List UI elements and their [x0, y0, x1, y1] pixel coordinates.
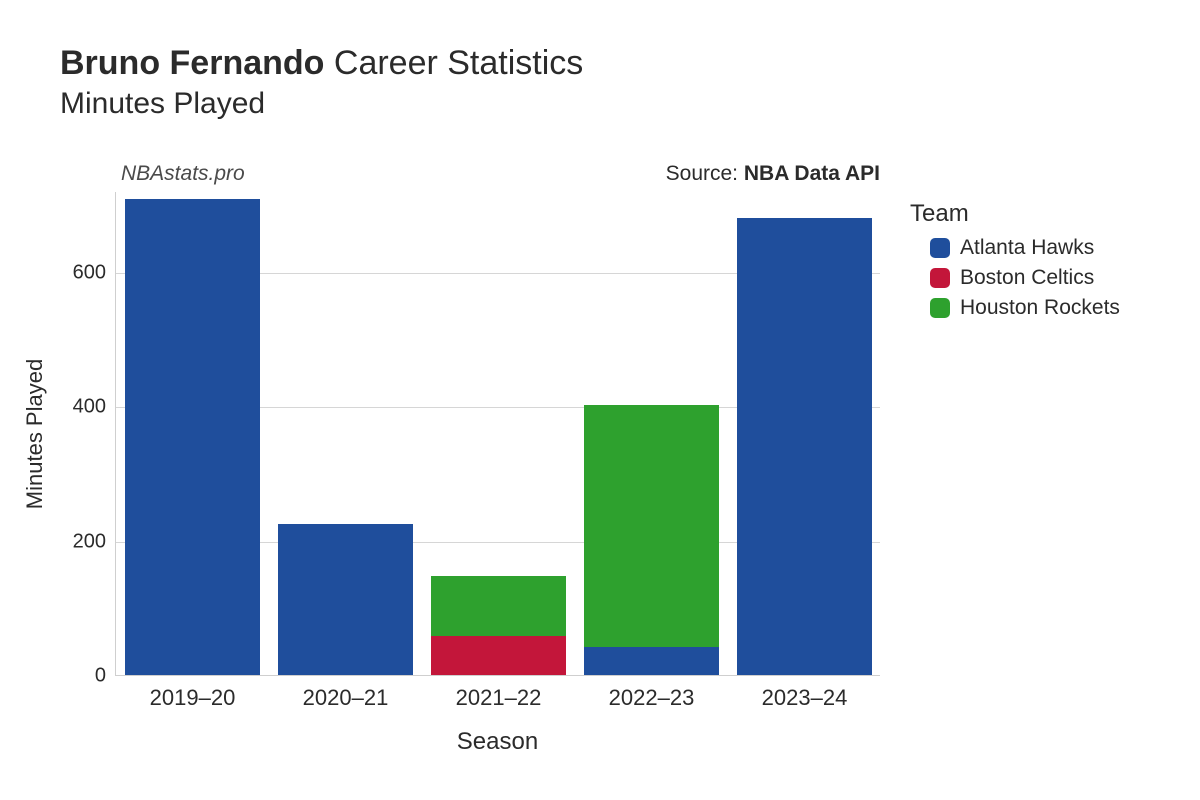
bar-segment	[431, 636, 566, 675]
legend: Team Atlanta Hawks Boston Celtics Houston …	[910, 200, 1120, 326]
legend-label: Boston Celtics	[960, 266, 1094, 290]
x-tick-label: 2021–22	[456, 675, 542, 711]
chart-frame: Bruno Fernando Career Statistics Minutes…	[0, 0, 1200, 800]
legend-item: Atlanta Hawks	[930, 236, 1120, 260]
y-tick-label: 400	[73, 396, 116, 419]
x-tick-label: 2022–23	[609, 675, 695, 711]
y-tick-label: 200	[73, 530, 116, 553]
legend-title: Team	[910, 200, 1120, 228]
title-block: Bruno Fernando Career Statistics Minutes…	[60, 44, 583, 121]
bar-segment	[278, 524, 413, 675]
chart-subtitle: Minutes Played	[60, 87, 583, 121]
legend-label: Atlanta Hawks	[960, 236, 1094, 260]
legend-item: Houston Rockets	[930, 296, 1120, 320]
legend-item: Boston Celtics	[930, 266, 1120, 290]
y-tick-label: 600	[73, 261, 116, 284]
plot-area: 02004006002019–202020–212021–222022–2320…	[115, 192, 880, 676]
bar-segment	[584, 405, 719, 647]
x-tick-label: 2023–24	[762, 675, 848, 711]
chart-title: Bruno Fernando Career Statistics	[60, 44, 583, 83]
x-axis-title: Season	[457, 728, 538, 756]
bar-segment	[737, 218, 872, 675]
legend-label: Houston Rockets	[960, 296, 1120, 320]
legend-swatch	[930, 238, 950, 258]
bar-segment	[431, 576, 566, 637]
legend-swatch	[930, 298, 950, 318]
credit-left: NBAstats.pro	[121, 162, 245, 186]
title-bold: Bruno Fernando	[60, 44, 324, 82]
source-name: NBA Data API	[744, 162, 880, 185]
source-prefix: Source:	[666, 162, 744, 185]
x-tick-label: 2019–20	[150, 675, 236, 711]
legend-swatch	[930, 268, 950, 288]
bar-segment	[584, 647, 719, 675]
y-axis-title: Minutes Played	[22, 359, 48, 509]
title-rest: Career Statistics	[324, 44, 583, 82]
y-tick-label: 0	[95, 665, 116, 688]
bar-segment	[125, 199, 260, 675]
x-tick-label: 2020–21	[303, 675, 389, 711]
credit-right: Source: NBA Data API	[666, 162, 880, 186]
